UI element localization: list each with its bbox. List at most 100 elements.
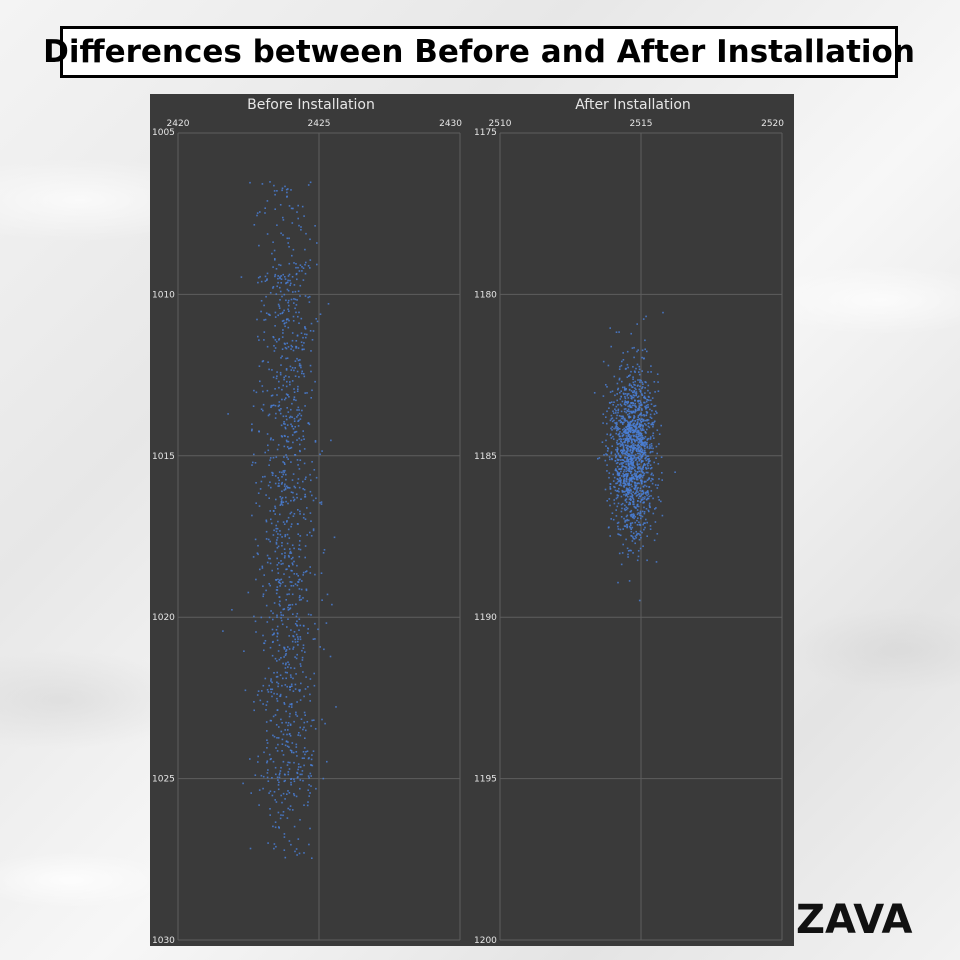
- data-point: [304, 263, 306, 266]
- data-point: [622, 417, 624, 420]
- data-point: [646, 406, 648, 409]
- data-point: [305, 336, 307, 339]
- data-point: [304, 518, 307, 520]
- data-point: [617, 581, 619, 584]
- data-point: [641, 469, 643, 472]
- data-point: [291, 593, 294, 596]
- data-point: [637, 430, 639, 433]
- data-point: [270, 678, 272, 680]
- data-point: [624, 404, 627, 406]
- data-point: [636, 427, 638, 429]
- data-point: [653, 421, 655, 424]
- data-point: [295, 751, 298, 753]
- data-point: [297, 575, 299, 577]
- data-point: [627, 397, 630, 399]
- data-point: [620, 468, 622, 470]
- data-point: [276, 536, 279, 539]
- data-point: [281, 312, 283, 315]
- data-point: [280, 614, 283, 616]
- data-point: [650, 495, 652, 497]
- data-point: [329, 655, 332, 658]
- data-point: [624, 393, 627, 395]
- data-point: [260, 300, 263, 302]
- data-point: [287, 289, 290, 292]
- data-point: [276, 709, 279, 711]
- data-point: [639, 389, 642, 392]
- data-point: [630, 406, 633, 409]
- data-point: [615, 482, 617, 485]
- data-point: [289, 712, 291, 715]
- data-point: [295, 603, 297, 606]
- data-point: [279, 204, 282, 206]
- data-point: [259, 380, 261, 383]
- data-point: [656, 452, 658, 455]
- data-point: [278, 603, 281, 606]
- data-point: [618, 433, 620, 436]
- data-point: [642, 418, 645, 421]
- data-point: [285, 368, 288, 370]
- data-point: [299, 418, 302, 420]
- data-point: [289, 604, 291, 606]
- chart-title-after: After Installation: [575, 97, 691, 113]
- data-point: [267, 691, 270, 693]
- data-point: [640, 433, 643, 436]
- data-point: [283, 434, 286, 437]
- data-point: [616, 482, 618, 484]
- data-point: [259, 568, 261, 571]
- data-point: [638, 409, 640, 411]
- data-point: [266, 561, 269, 564]
- data-point: [274, 404, 277, 407]
- data-point: [303, 852, 305, 854]
- data-point: [647, 465, 649, 467]
- data-point: [636, 504, 639, 506]
- data-point: [287, 308, 289, 311]
- data-point: [637, 486, 639, 489]
- data-point: [639, 512, 642, 514]
- data-point: [642, 466, 644, 468]
- data-point: [253, 701, 255, 703]
- y-tick-label: 1185: [474, 452, 497, 462]
- data-point: [255, 578, 257, 581]
- data-point: [620, 481, 622, 484]
- data-point: [282, 415, 285, 418]
- data-point: [628, 389, 631, 391]
- data-point: [290, 369, 293, 371]
- data-point: [320, 503, 323, 505]
- data-point: [294, 623, 297, 625]
- data-point: [290, 581, 293, 583]
- data-point: [313, 719, 315, 721]
- data-point: [308, 777, 310, 779]
- data-point: [276, 371, 278, 373]
- data-point: [285, 454, 287, 456]
- data-point: [633, 422, 635, 425]
- data-point: [652, 447, 654, 450]
- data-point: [629, 449, 632, 452]
- data-point: [625, 478, 628, 480]
- data-point: [288, 705, 290, 708]
- data-point: [619, 391, 621, 394]
- data-point: [285, 677, 287, 680]
- data-point: [293, 793, 295, 795]
- data-point: [262, 409, 264, 412]
- data-point: [303, 757, 305, 759]
- data-point: [636, 519, 638, 522]
- data-point: [630, 410, 632, 413]
- data-point: [296, 715, 299, 717]
- data-point: [608, 472, 611, 474]
- data-point: [320, 572, 323, 574]
- data-point: [296, 636, 299, 638]
- data-point: [630, 470, 632, 473]
- data-point: [312, 638, 315, 640]
- data-point: [275, 293, 278, 295]
- data-point: [640, 429, 643, 432]
- data-point: [627, 366, 629, 369]
- data-point: [286, 671, 288, 674]
- data-point: [638, 399, 640, 402]
- data-point: [635, 473, 638, 475]
- data-point: [299, 364, 302, 367]
- data-point: [640, 448, 642, 451]
- data-point: [269, 808, 271, 810]
- data-point: [630, 435, 632, 437]
- data-point: [605, 439, 607, 442]
- data-point: [269, 790, 272, 793]
